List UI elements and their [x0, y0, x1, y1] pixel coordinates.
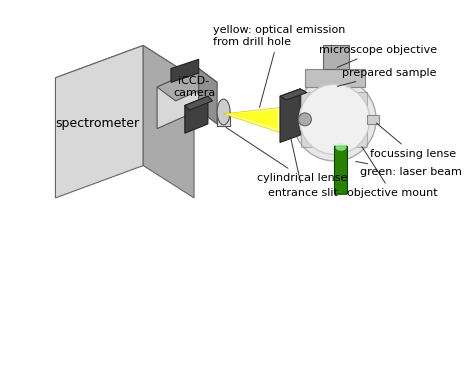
FancyBboxPatch shape: [335, 146, 347, 194]
Polygon shape: [55, 45, 194, 110]
Text: iCCD-
camera: iCCD- camera: [173, 76, 215, 98]
Polygon shape: [367, 115, 379, 124]
Polygon shape: [224, 107, 282, 133]
Circle shape: [300, 84, 370, 155]
Circle shape: [299, 113, 311, 126]
Text: cylindrical lense: cylindrical lense: [226, 127, 347, 183]
Polygon shape: [323, 45, 349, 69]
Ellipse shape: [336, 144, 346, 151]
Polygon shape: [305, 69, 365, 87]
Text: microscope objective: microscope objective: [319, 45, 437, 68]
Polygon shape: [280, 89, 301, 142]
Polygon shape: [280, 89, 307, 100]
Text: yellow: optical emission
from drill hole: yellow: optical emission from drill hole: [212, 25, 345, 107]
Polygon shape: [185, 96, 212, 110]
Polygon shape: [185, 96, 208, 133]
Polygon shape: [55, 45, 143, 198]
Text: spectrometer: spectrometer: [55, 117, 139, 131]
Ellipse shape: [217, 99, 230, 125]
Text: focussing lense: focussing lense: [370, 123, 456, 159]
Polygon shape: [229, 110, 277, 128]
Polygon shape: [301, 92, 367, 147]
Text: green: laser beam: green: laser beam: [356, 162, 462, 177]
Text: entrance slit: entrance slit: [268, 138, 338, 198]
Polygon shape: [171, 59, 199, 82]
Polygon shape: [143, 45, 194, 198]
Circle shape: [293, 78, 376, 161]
Polygon shape: [199, 69, 217, 124]
Polygon shape: [157, 69, 199, 128]
Polygon shape: [217, 112, 230, 126]
Text: prepared sample: prepared sample: [337, 68, 437, 86]
Polygon shape: [157, 69, 217, 101]
Text: objective mount: objective mount: [346, 146, 437, 198]
